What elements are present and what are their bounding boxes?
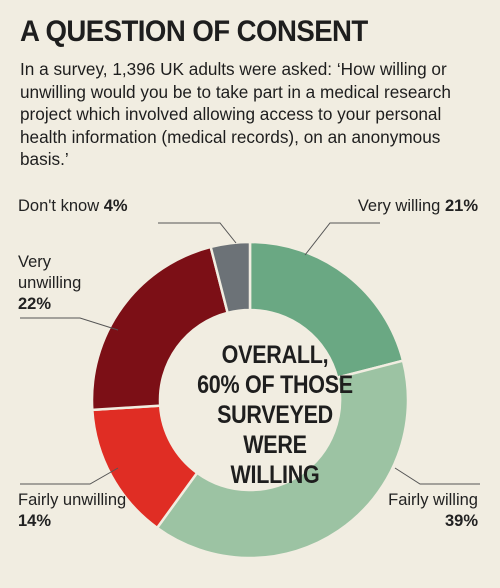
label-fairly-unwilling: Fairly unwilling 14% [18, 490, 128, 532]
label-very-unwilling-text: Very unwilling [18, 253, 82, 292]
label-fairly-unwilling-text: Fairly unwilling [18, 491, 127, 509]
center-line-1: OVERALL, [221, 341, 329, 369]
slice-dont-know [209, 240, 252, 315]
label-fairly-willing-value: 39% [444, 512, 478, 530]
label-very-unwilling: Very unwilling 22% [18, 252, 108, 315]
center-line-4: WILLING [230, 461, 320, 489]
leader-very-willing [304, 222, 380, 256]
center-line-3: SURVEYED WERE [217, 401, 333, 459]
label-very-willing-value: 21% [444, 197, 478, 215]
chart-title: A QUESTION OF CONSENT [20, 15, 368, 48]
label-dont-know-value: 4% [103, 197, 128, 215]
chart-subtitle: In a survey, 1,396 UK adults were asked:… [20, 59, 451, 169]
slice-fairly-willing [155, 359, 410, 560]
leader-fairly-willing [394, 467, 480, 485]
label-very-willing-text: Very willing [357, 197, 441, 215]
leader-fairly-unwilling [20, 467, 119, 485]
label-very-unwilling-value: 22% [18, 295, 52, 313]
label-dont-know-text: Don't know [18, 197, 100, 215]
label-dont-know: Don't know 4% [18, 196, 128, 217]
label-very-willing: Very willing 21% [358, 196, 478, 217]
label-fairly-willing: Fairly willing 39% [368, 490, 478, 532]
leader-dont-know [158, 222, 237, 244]
center-line-2: 60% OF THOSE [197, 371, 353, 399]
label-fairly-willing-text: Fairly willing [388, 491, 478, 509]
slice-very-unwilling [90, 245, 230, 412]
label-fairly-unwilling-value: 14% [18, 512, 52, 530]
center-summary: OVERALL, 60% OF THOSE SURVEYED WERE WILL… [175, 340, 375, 490]
leader-very-unwilling [20, 317, 119, 331]
